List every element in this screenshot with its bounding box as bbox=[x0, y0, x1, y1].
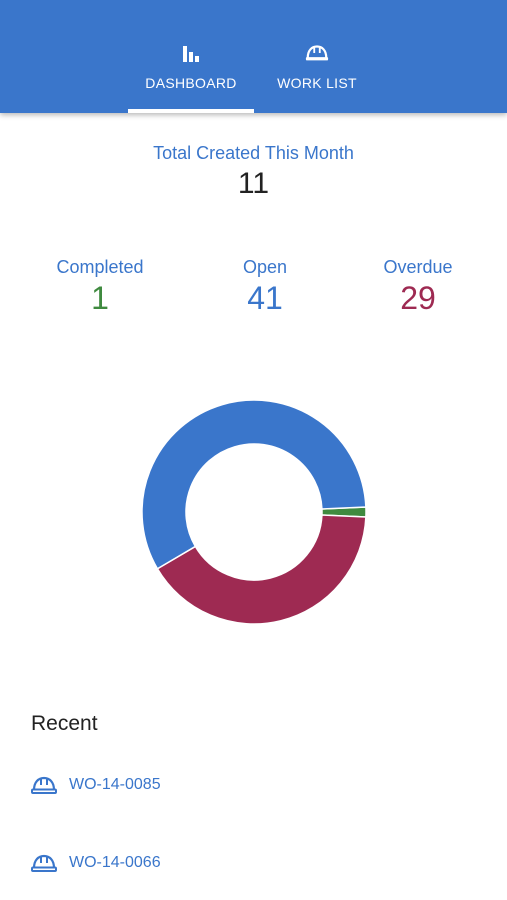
total-created-summary: Total Created This Month 11 bbox=[0, 143, 507, 201]
stat-completed-label: Completed bbox=[56, 257, 144, 277]
hard-hat-icon bbox=[31, 774, 59, 796]
top-tab-bar: DASHBOARD WORK LIST bbox=[0, 0, 507, 113]
recent-item-label: WO-14-0066 bbox=[69, 854, 161, 871]
hard-hat-icon bbox=[305, 42, 329, 64]
status-donut-chart bbox=[0, 390, 507, 640]
recent-item[interactable]: WO-14-0066 bbox=[31, 852, 161, 874]
stat-open: Open 41 bbox=[195, 257, 335, 317]
recent-item-label: WO-14-0085 bbox=[69, 776, 161, 793]
active-tab-indicator bbox=[128, 109, 254, 113]
donut-slice-open bbox=[141, 399, 367, 570]
stat-completed-value: 1 bbox=[91, 280, 109, 316]
total-created-value: 11 bbox=[237, 167, 270, 200]
tab-dashboard[interactable]: DASHBOARD bbox=[128, 0, 254, 113]
bar-chart-icon bbox=[179, 42, 203, 64]
donut-chart-svg bbox=[141, 399, 367, 625]
total-created-label: Total Created This Month bbox=[153, 143, 354, 163]
stat-overdue-value: 29 bbox=[400, 280, 436, 316]
tab-work-list-label: WORK LIST bbox=[277, 75, 357, 91]
stat-overdue-label: Overdue bbox=[383, 257, 453, 277]
stat-open-label: Open bbox=[242, 257, 288, 277]
stat-completed: Completed 1 bbox=[30, 257, 170, 317]
recent-item[interactable]: WO-14-0085 bbox=[31, 774, 161, 796]
stat-open-value: 41 bbox=[247, 280, 283, 316]
hard-hat-icon bbox=[31, 852, 59, 874]
tab-dashboard-label: DASHBOARD bbox=[145, 75, 237, 91]
donut-slice-overdue bbox=[156, 514, 367, 625]
stat-overdue: Overdue 29 bbox=[348, 257, 488, 317]
recent-heading: Recent bbox=[31, 712, 98, 735]
tab-work-list[interactable]: WORK LIST bbox=[254, 0, 380, 113]
